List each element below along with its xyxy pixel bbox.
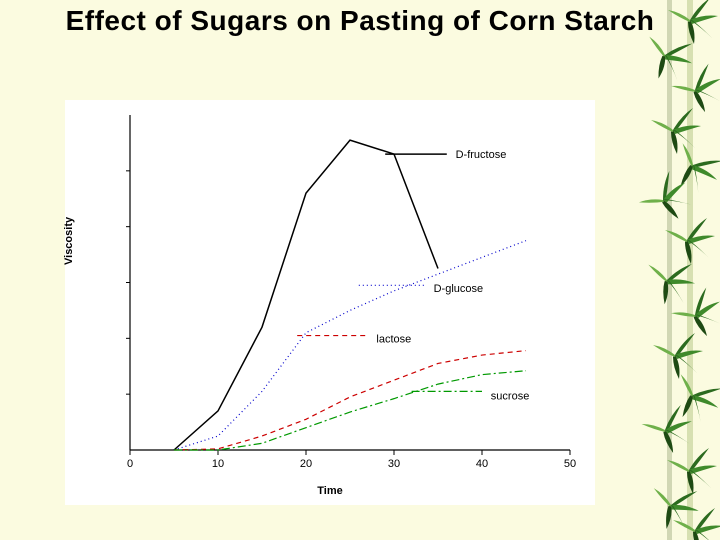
slide: Effect of Sugars on Pasting of Corn Star… (0, 0, 720, 540)
svg-text:D-glucose: D-glucose (434, 283, 484, 295)
xtick-50: 50 (564, 458, 576, 470)
x-axis-label: Time (65, 485, 595, 497)
slide-title: Effect of Sugars on Pasting of Corn Star… (0, 6, 720, 37)
xtick-20: 20 (300, 458, 312, 470)
svg-text:sucrose: sucrose (491, 390, 530, 402)
xtick-10: 10 (212, 458, 224, 470)
chart-container: Viscosity D-fructoseD-glucoselactosesucr… (65, 100, 595, 505)
svg-text:D-fructose: D-fructose (456, 149, 507, 161)
xtick-0: 0 (127, 458, 133, 470)
xtick-40: 40 (476, 458, 488, 470)
line-chart-svg: D-fructose D-glucose lactose sucrose (65, 100, 595, 480)
bamboo-foliage-decor (595, 0, 720, 540)
svg-text:lactose: lactose (376, 333, 411, 345)
xtick-30: 30 (388, 458, 400, 470)
